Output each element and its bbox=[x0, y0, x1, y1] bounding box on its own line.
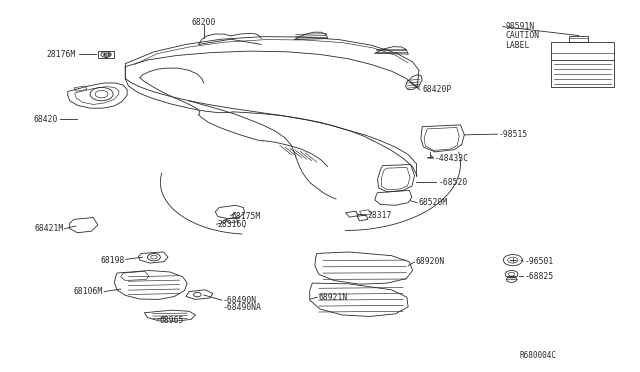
Text: R680004C: R680004C bbox=[519, 351, 556, 360]
Text: -98515: -98515 bbox=[499, 129, 528, 139]
Text: 68198: 68198 bbox=[101, 256, 125, 264]
Text: CAUTION: CAUTION bbox=[505, 31, 540, 41]
Text: 68106M: 68106M bbox=[74, 287, 103, 296]
Text: 68421M: 68421M bbox=[34, 224, 63, 233]
Text: 68520M: 68520M bbox=[419, 198, 448, 207]
Text: 28317: 28317 bbox=[368, 211, 392, 220]
Text: -68490N: -68490N bbox=[223, 296, 257, 305]
Text: -68825: -68825 bbox=[524, 272, 554, 281]
Text: 28176M: 28176M bbox=[47, 50, 76, 59]
Bar bbox=[551, 42, 614, 87]
Text: 28316Q: 28316Q bbox=[218, 221, 247, 230]
Text: -96501: -96501 bbox=[524, 257, 554, 266]
Text: 68420: 68420 bbox=[34, 115, 58, 124]
Text: 68920N: 68920N bbox=[416, 257, 445, 266]
Text: 68175M: 68175M bbox=[232, 212, 261, 221]
Text: 68921N: 68921N bbox=[319, 293, 348, 302]
Text: -68520: -68520 bbox=[438, 178, 467, 187]
Text: LABEL: LABEL bbox=[505, 41, 529, 50]
Text: -48433C: -48433C bbox=[435, 154, 469, 163]
Text: 68420P: 68420P bbox=[422, 85, 451, 94]
Text: 68965: 68965 bbox=[159, 316, 184, 325]
Text: 68200: 68200 bbox=[191, 19, 216, 28]
Text: -68490NA: -68490NA bbox=[223, 303, 262, 312]
Text: 98591N: 98591N bbox=[505, 22, 534, 31]
